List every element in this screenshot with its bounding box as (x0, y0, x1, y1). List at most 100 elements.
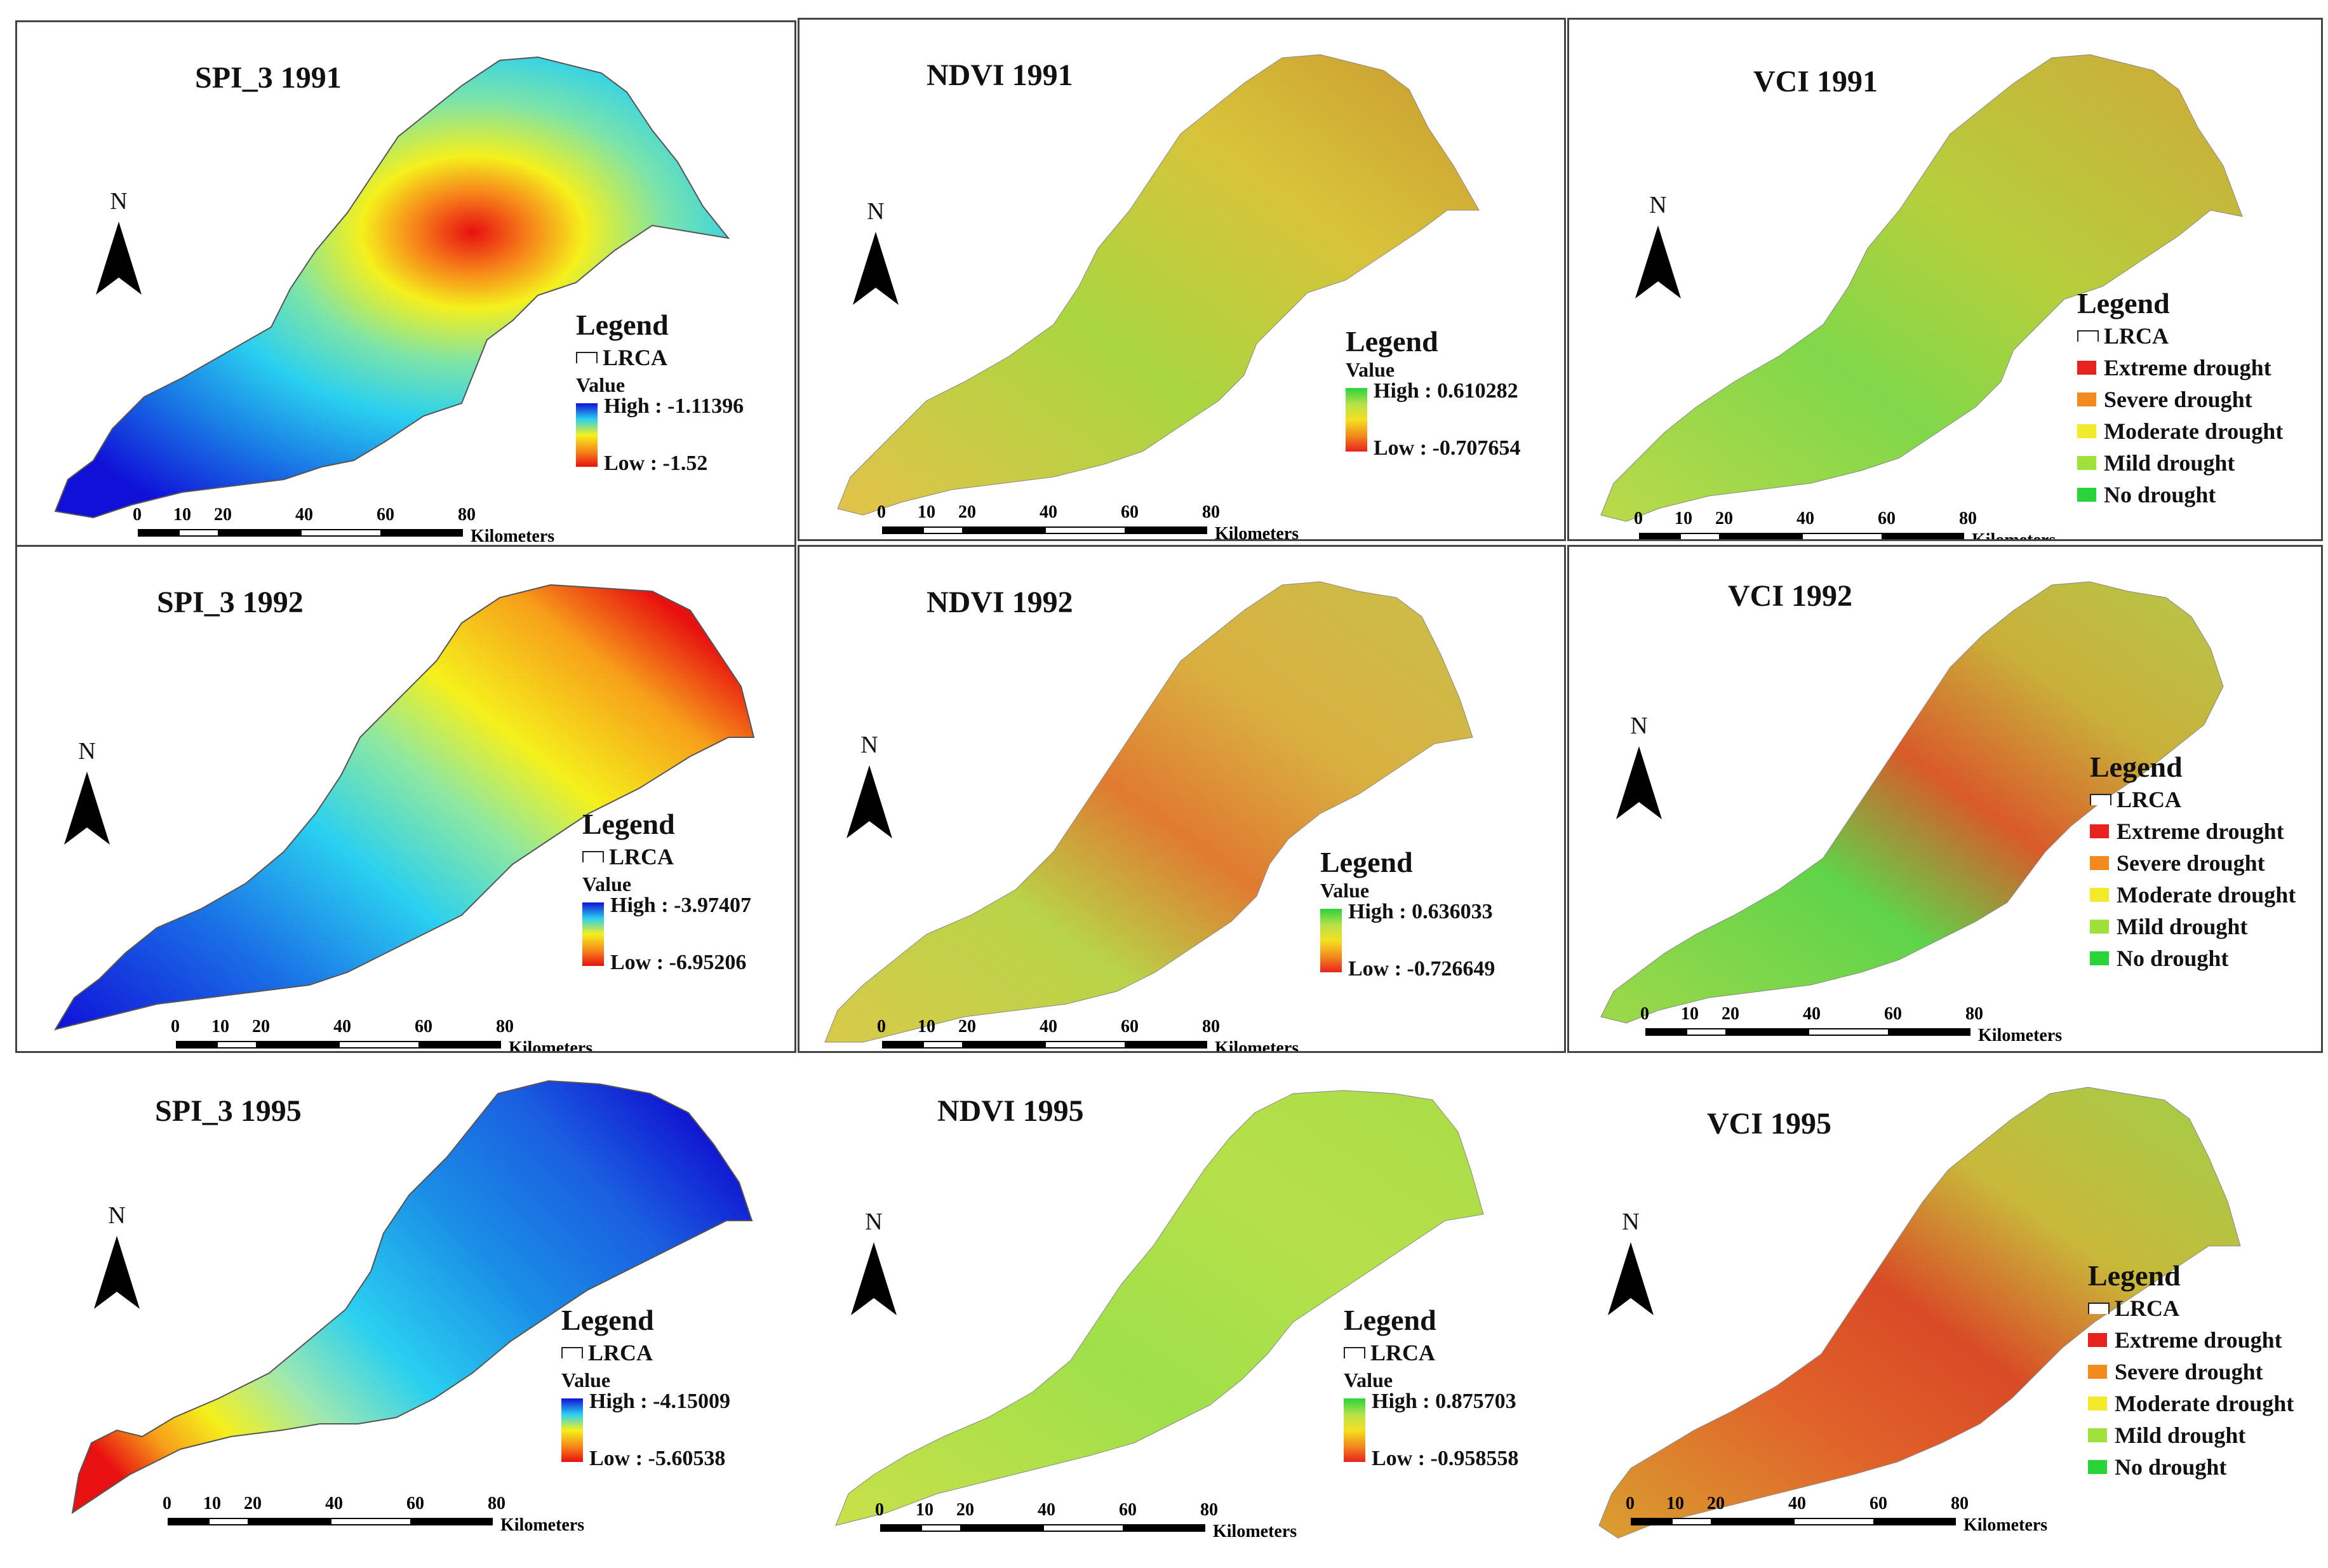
class-swatch (2088, 1460, 2107, 1474)
legend: Legend LRCA Extreme drought Severe drought M… (2077, 286, 2283, 511)
legend-lrca-label: LRCA (1370, 1340, 1436, 1365)
map-spi-1991 (54, 56, 730, 519)
scale-segment (1645, 1028, 1686, 1036)
scale-segment (1126, 526, 1207, 534)
north-label: N (1622, 1209, 1640, 1235)
legend-ramp: High : -3.97407 Low : -6.95206 (582, 894, 751, 974)
legend-lrca-label: LRCA (609, 844, 674, 869)
legend-high: High : -3.97407 (610, 894, 751, 917)
legend-high: High : -1.11396 (604, 394, 744, 418)
legend-lrca: LRCA (582, 841, 675, 873)
north-label: N (865, 1209, 883, 1235)
north-label: N (1649, 192, 1667, 218)
panel-title: VCI 1995 (1707, 1107, 1832, 1141)
legend: Legend LRCA Extreme drought Severe drought M… (2088, 1259, 2294, 1483)
scale-unit-label: Kilometers (1213, 1522, 1297, 1541)
scale-segment (923, 1041, 963, 1049)
legend-high: High : 0.610282 (1374, 379, 1518, 403)
map-ndvi-1991 (837, 54, 1480, 516)
legend-title: Legend (2088, 1259, 2181, 1292)
map-ndvi-1992 (824, 581, 1473, 1043)
scale-tick-label: 10 (173, 505, 191, 525)
panel-title: VCI 1992 (1728, 579, 1853, 613)
legend-class: Extreme drought (2090, 815, 2296, 847)
panel-title: SPI_3 1995 (155, 1094, 302, 1128)
scale-segment (338, 1041, 420, 1049)
class-label: Mild drought (2117, 914, 2248, 939)
scale-tick-label: 0 (877, 1017, 886, 1036)
lrca-swatch (2090, 794, 2111, 805)
lrca-swatch (582, 851, 604, 862)
lrca-basin-outline (837, 54, 1480, 516)
scale-segment (1631, 1518, 1671, 1525)
legend-low: Low : -5.60538 (589, 1447, 726, 1470)
legend-lrca: LRCA (576, 342, 669, 373)
legend-class: Mild drought (2077, 447, 2283, 479)
legend-class: No drought (2090, 942, 2296, 974)
class-label: Severe drought (2104, 387, 2252, 412)
lrca-basin-outline (71, 1080, 753, 1515)
class-swatch (2088, 1365, 2107, 1379)
scale-tick-label: 60 (1884, 1004, 1902, 1024)
scale-segment (1686, 1028, 1727, 1036)
scale-segment (1793, 1518, 1875, 1525)
scale-segment (382, 529, 463, 537)
class-label: Severe drought (2117, 850, 2265, 876)
scale-tick-label: 20 (244, 1494, 262, 1513)
scale-segment (208, 1518, 249, 1525)
legend: Legend LRCA Value High : 0.875703 Low : -0.9… (1344, 1303, 1518, 1470)
scale-tick-label: 20 (214, 505, 232, 525)
scale-unit-label: Kilometers (509, 1038, 593, 1053)
legend: Legend LRCA Value High : -3.97407 Low : -6.9… (582, 807, 751, 974)
scale-segment (921, 1524, 961, 1532)
scale-segment (1045, 1041, 1126, 1049)
scale-unit-label: Kilometers (1215, 524, 1299, 541)
legend-ramp: High : -1.11396 Low : -1.52 (576, 394, 744, 475)
legend-value-label: Value (1346, 358, 1395, 381)
class-swatch (2077, 424, 2096, 438)
legend: Legend LRCA Extreme drought Severe drought M… (2090, 750, 2296, 974)
panel-title: NDVI 1992 (927, 586, 1073, 619)
legend-lrca: LRCA (561, 1337, 654, 1369)
legend-title: Legend (576, 309, 669, 341)
north-label: N (108, 1202, 126, 1229)
scale-tick-label: 0 (875, 1500, 884, 1520)
legend-value-label: Value (1320, 879, 1370, 902)
scale-segment (963, 1041, 1045, 1049)
legend-ramp: High : -4.15009 Low : -5.60538 (561, 1390, 730, 1470)
scale-tick-label: 80 (458, 505, 476, 525)
panel-vci-1995: VCI 1995 N Legend LRCA Extreme drought Severe… (1567, 1055, 2323, 1564)
scale-segment (1680, 533, 1720, 539)
scale-tick-label: 0 (163, 1494, 171, 1513)
scale-unit-label: Kilometers (1972, 530, 2056, 541)
lrca-swatch (561, 1347, 583, 1358)
lrca-basin-outline (54, 56, 730, 519)
north-arrow-icon: N (844, 731, 895, 845)
class-swatch (2090, 856, 2109, 870)
class-label: No drought (2104, 482, 2216, 507)
scale-segment (1126, 1041, 1207, 1049)
scale-segment (168, 1518, 208, 1525)
class-label: Severe drought (2115, 1359, 2263, 1384)
scale-segment (219, 529, 300, 537)
scale-segment (1720, 533, 1802, 539)
scale-tick-label: 60 (1121, 502, 1139, 522)
scale-tick-label: 10 (203, 1494, 221, 1513)
scale-tick-label: 10 (918, 1017, 935, 1036)
legend-title: Legend (561, 1304, 654, 1336)
legend-value-label: Value (1344, 1369, 1393, 1391)
legend-lrca: LRCA (2090, 784, 2296, 815)
north-arrow-icon: N (850, 198, 901, 311)
legend-low: Low : -1.52 (604, 452, 708, 475)
legend-low: Low : -0.958558 (1372, 1447, 1519, 1470)
scale-segment (1712, 1518, 1793, 1525)
scale-segment (420, 1041, 501, 1049)
panel-ndvi-1992: NDVI 1992 N Legend Value High : 0.636033 Low … (798, 545, 1566, 1053)
scale-tick-label: 0 (133, 505, 142, 525)
class-label: Extreme drought (2115, 1327, 2282, 1353)
legend: Legend LRCA Value High : -4.15009 Low : -5.6… (561, 1303, 730, 1470)
class-label: No drought (2117, 946, 2229, 971)
north-arrow-icon: N (1605, 1208, 1656, 1322)
class-label: Moderate drought (2104, 419, 2284, 444)
scale-unit-label: Kilometers (1963, 1515, 2048, 1535)
